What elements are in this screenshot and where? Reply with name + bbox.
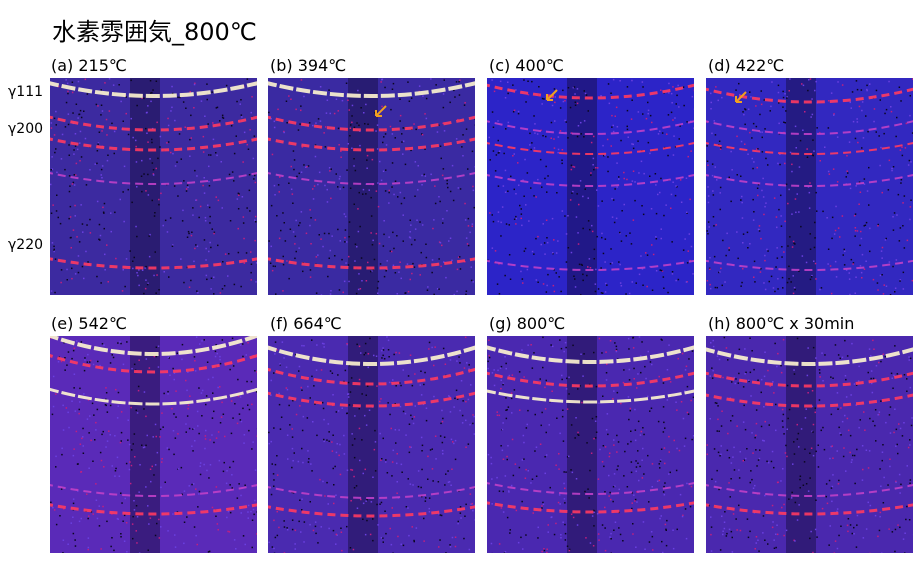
diffraction-ring bbox=[50, 387, 257, 406]
figure-title: 水素雰囲気_800℃ bbox=[52, 18, 257, 46]
arrow-icon bbox=[735, 91, 747, 103]
noise-speckles bbox=[50, 336, 257, 553]
diffraction-ring bbox=[487, 142, 694, 155]
diffraction-ring bbox=[50, 257, 257, 270]
diffraction-ring bbox=[268, 115, 475, 132]
panel-label-a: (a) 215℃ bbox=[51, 56, 127, 75]
diffraction-ring bbox=[50, 115, 257, 132]
diffraction-ring bbox=[487, 120, 694, 135]
diffraction-ring bbox=[268, 367, 475, 386]
diffraction-ring bbox=[268, 257, 475, 270]
diffraction-image-h bbox=[706, 336, 913, 553]
diffraction-ring bbox=[706, 347, 913, 366]
beam-stop-shadow bbox=[130, 336, 160, 553]
panel-label-d: (d) 422℃ bbox=[708, 56, 785, 75]
diffraction-svg bbox=[487, 336, 694, 553]
detector-background bbox=[487, 336, 694, 553]
diffraction-ring bbox=[268, 391, 475, 408]
beam-stop-shadow bbox=[567, 336, 597, 553]
diffraction-ring bbox=[487, 174, 694, 187]
ring-label-g200: γ200 bbox=[8, 121, 44, 137]
diffraction-ring bbox=[268, 172, 475, 185]
noise-speckles bbox=[487, 78, 694, 295]
diffraction-ring bbox=[706, 503, 913, 516]
panel-label-c: (c) 400℃ bbox=[489, 56, 564, 75]
detector-background bbox=[706, 336, 913, 553]
diffraction-ring bbox=[487, 371, 694, 388]
diffraction-ring bbox=[487, 482, 694, 495]
diffraction-ring bbox=[268, 505, 475, 518]
diffraction-svg bbox=[268, 78, 475, 295]
diffraction-ring bbox=[487, 389, 694, 404]
panel-label-e: (e) 542℃ bbox=[51, 314, 127, 333]
diffraction-svg bbox=[268, 336, 475, 553]
arrow-icon bbox=[546, 89, 558, 101]
diffraction-ring bbox=[50, 137, 257, 152]
detector-background bbox=[50, 78, 257, 295]
diffraction-ring bbox=[50, 353, 257, 374]
panel-label-b: (b) 394℃ bbox=[270, 56, 347, 75]
diffraction-ring bbox=[706, 484, 913, 497]
beam-stop-shadow bbox=[786, 336, 816, 553]
diffraction-ring bbox=[706, 120, 913, 135]
diffraction-ring bbox=[268, 345, 475, 366]
noise-speckles bbox=[50, 78, 257, 295]
diffraction-ring bbox=[487, 259, 694, 271]
ring-label-g111: γ111 bbox=[8, 84, 44, 100]
beam-stop-shadow bbox=[348, 78, 378, 295]
diffraction-ring bbox=[706, 393, 913, 408]
diffraction-image-d bbox=[706, 78, 913, 295]
diffraction-svg bbox=[706, 336, 913, 553]
diffraction-svg bbox=[706, 78, 913, 295]
diffraction-ring bbox=[50, 503, 257, 516]
diffraction-image-c bbox=[487, 78, 694, 295]
diffraction-image-f bbox=[268, 336, 475, 553]
ring-label-g220: γ220 bbox=[8, 237, 44, 253]
diffraction-svg bbox=[487, 78, 694, 295]
diffraction-svg bbox=[50, 78, 257, 295]
diffraction-ring bbox=[50, 172, 257, 185]
diffraction-image-b bbox=[268, 78, 475, 295]
diffraction-ring bbox=[50, 484, 257, 497]
diffraction-ring bbox=[268, 81, 475, 98]
arrow-icon bbox=[375, 105, 387, 117]
noise-speckles bbox=[706, 336, 913, 553]
diffraction-ring bbox=[706, 174, 913, 187]
diffraction-ring bbox=[50, 336, 257, 356]
diffraction-ring bbox=[50, 81, 257, 98]
beam-stop-shadow bbox=[130, 78, 160, 295]
diffraction-image-g bbox=[487, 336, 694, 553]
noise-speckles bbox=[487, 336, 694, 553]
panel-label-g: (g) 800℃ bbox=[489, 314, 566, 333]
panel-label-f: (f) 664℃ bbox=[270, 314, 342, 333]
diffraction-ring bbox=[487, 501, 694, 514]
diffraction-image-a bbox=[50, 78, 257, 295]
detector-background bbox=[268, 78, 475, 295]
diffraction-ring bbox=[706, 371, 913, 388]
diffraction-ring bbox=[706, 259, 913, 271]
diffraction-ring bbox=[487, 83, 694, 100]
diffraction-ring bbox=[487, 345, 694, 364]
diffraction-ring bbox=[706, 142, 913, 155]
diffraction-ring bbox=[268, 137, 475, 152]
diffraction-image-e bbox=[50, 336, 257, 553]
noise-speckles bbox=[268, 336, 475, 553]
diffraction-svg bbox=[50, 336, 257, 553]
panel-label-h: (h) 800℃ x 30min bbox=[708, 314, 855, 333]
diffraction-ring bbox=[706, 87, 913, 104]
diffraction-ring bbox=[268, 486, 475, 499]
